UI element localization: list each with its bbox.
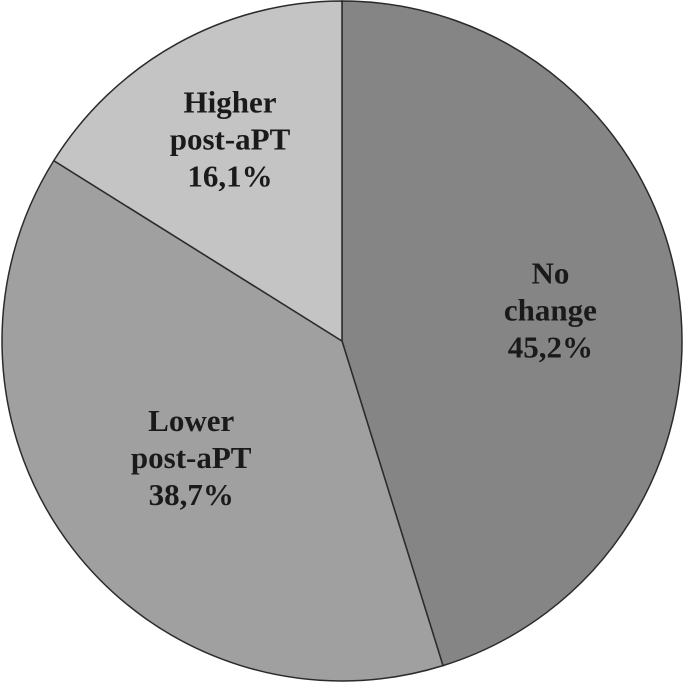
pie-slice-value: 38,7% — [149, 477, 234, 512]
pie-slice-label-line: No — [531, 255, 569, 290]
pie-slice-value: 16,1% — [187, 159, 272, 194]
pie-slice-label-2: Lower post-aPT 38,7% — [131, 403, 252, 512]
pie-slice-value: 45,2% — [508, 329, 593, 364]
pie-slice-label-line: change — [504, 292, 597, 327]
pie-slice-label-line: post-aPT — [170, 122, 291, 157]
pie-slice-2 — [1, 159, 444, 682]
pie-slice-label-line: Higher — [184, 85, 277, 120]
pie-slice-label-1: No change 45,2% — [504, 255, 597, 364]
pie-labels: No change 45,2%Lower post-aPT 38,7%Higher pos… — [131, 85, 597, 513]
pie-slice-1 — [341, 0, 683, 667]
pie-slice-label-line: Lower — [148, 403, 234, 438]
pie-slice-label-line: post-aPT — [131, 440, 252, 475]
pie-slice-3 — [52, 0, 343, 343]
pie-slice-label-3: Higher post-aPT 16,1% — [170, 85, 291, 194]
